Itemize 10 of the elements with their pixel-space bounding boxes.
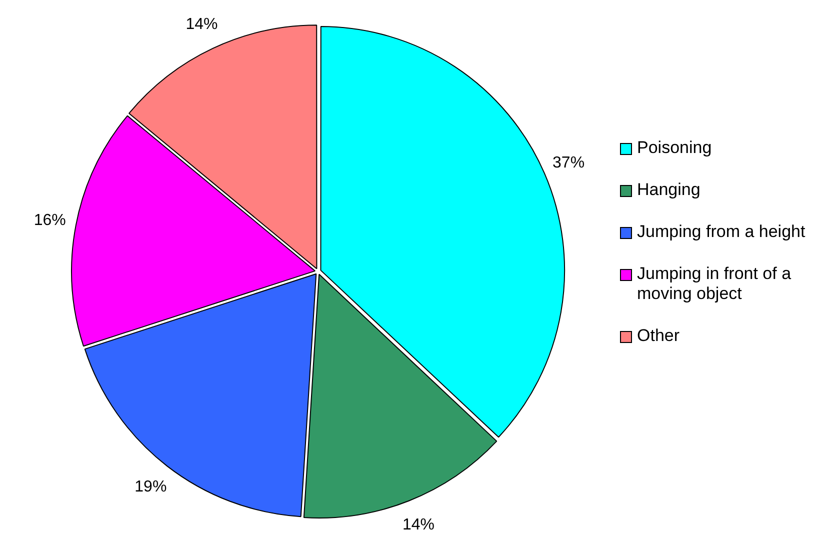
legend-label: Hanging bbox=[637, 180, 700, 200]
legend-label: Other bbox=[637, 326, 680, 346]
data-label: 14% bbox=[402, 516, 435, 534]
data-label: 14% bbox=[186, 16, 218, 33]
data-label: 37% bbox=[552, 154, 585, 172]
data-label: 16% bbox=[34, 212, 66, 229]
legend-label: Poisoning bbox=[637, 138, 712, 158]
data-label: 19% bbox=[134, 478, 167, 496]
legend-label: Jumping in front of a moving object bbox=[637, 264, 792, 304]
legend-label: Jumping from a height bbox=[637, 222, 806, 242]
